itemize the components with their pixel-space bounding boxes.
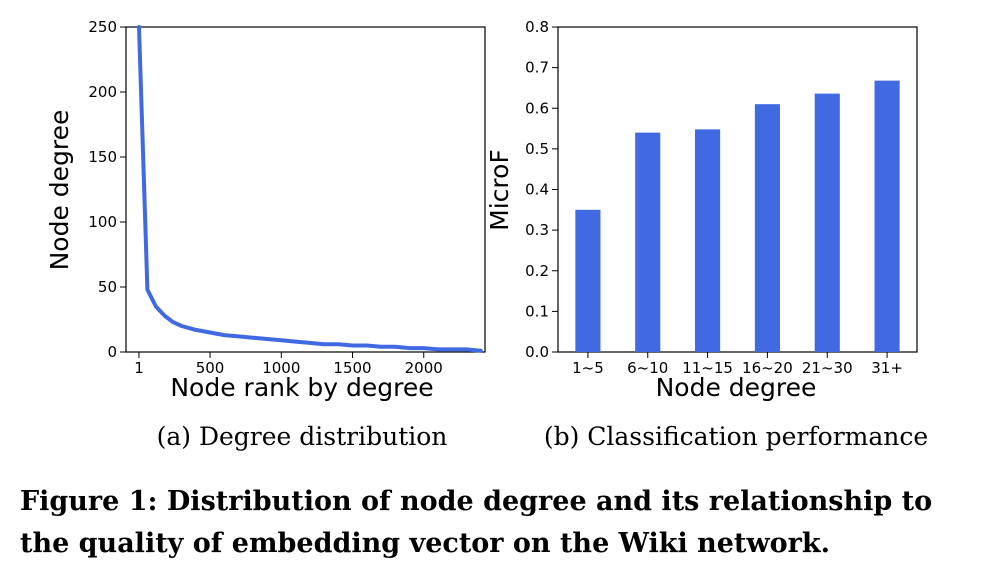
chart-a-series-line bbox=[137, 25, 483, 353]
chart-b-marks: 0.0 0.1 0.2 0.3 0.4 0.5 0.6 0.7 0.8 1~5 6~10 11~15 1… bbox=[525, 18, 903, 377]
chart-b-ytick-label: 0.7 bbox=[525, 59, 549, 77]
chart-b-ytick-label: 0.6 bbox=[525, 99, 549, 117]
chart-a-ytick-label: 50 bbox=[98, 278, 117, 296]
chart-b-xtick-label: 11~15 bbox=[682, 359, 733, 377]
chart-a-ytick-label: 250 bbox=[88, 18, 117, 36]
chart-b-subcaption: (b) Classification performance bbox=[544, 422, 928, 451]
chart-a-xtick-label: 1500 bbox=[333, 359, 371, 377]
classification-performance-chart: 0.0 0.1 0.2 0.3 0.4 0.5 0.6 0.7 0.8 1~5 6~10 11~15 1… bbox=[485, 18, 928, 451]
chart-b-ytick-label: 0.4 bbox=[525, 181, 549, 199]
chart-a-xtick-label: 1000 bbox=[262, 359, 300, 377]
figure-caption-line-2: the quality of embedding vector on the W… bbox=[20, 528, 830, 559]
chart-a-xtick-label: 500 bbox=[196, 359, 225, 377]
chart-b-ytick-label: 0.0 bbox=[525, 343, 549, 361]
chart-a-ytick-label: 100 bbox=[88, 213, 117, 231]
chart-a-subcaption: (a) Degree distribution bbox=[157, 422, 448, 451]
chart-b-ylabel: MicroF bbox=[485, 149, 514, 231]
chart-b-xtick-label: 21~30 bbox=[802, 359, 853, 377]
chart-a-ytick-label: 150 bbox=[88, 148, 117, 166]
chart-b-xtick-label: 6~10 bbox=[627, 359, 668, 377]
chart-b-bar bbox=[695, 129, 721, 352]
chart-b-bar bbox=[814, 93, 840, 352]
chart-b-xtick-label: 1~5 bbox=[572, 359, 604, 377]
chart-b-bar bbox=[575, 209, 601, 352]
chart-b-bar bbox=[635, 132, 661, 352]
chart-b-ytick-label: 0.3 bbox=[525, 221, 549, 239]
chart-b-ytick-label: 0.2 bbox=[525, 262, 549, 280]
chart-b-frame bbox=[557, 26, 918, 353]
chart-a-xtick-label: 1 bbox=[134, 359, 144, 377]
chart-b-ytick-label: 0.5 bbox=[525, 140, 549, 158]
chart-b-xtick-label: 16~20 bbox=[742, 359, 793, 377]
chart-b-bar bbox=[874, 80, 900, 352]
chart-a-xlabel: Node rank by degree bbox=[170, 373, 433, 402]
chart-b-ytick-label: 0.1 bbox=[525, 302, 549, 320]
chart-b-xtick-label: 31+ bbox=[871, 359, 903, 377]
chart-b-ytick-label: 0.8 bbox=[525, 18, 549, 36]
chart-a-frame bbox=[125, 26, 486, 353]
chart-b-bar bbox=[754, 104, 780, 352]
chart-a-ytick-label: 200 bbox=[88, 83, 117, 101]
chart-a-xtick-label: 2000 bbox=[405, 359, 443, 377]
chart-b-xlabel: Node degree bbox=[656, 373, 817, 402]
chart-a-ylabel: Node degree bbox=[45, 110, 74, 271]
figure-caption-line-1: Figure 1: Distribution of node degree an… bbox=[20, 486, 933, 517]
chart-a-ytick-label: 0 bbox=[107, 343, 117, 361]
